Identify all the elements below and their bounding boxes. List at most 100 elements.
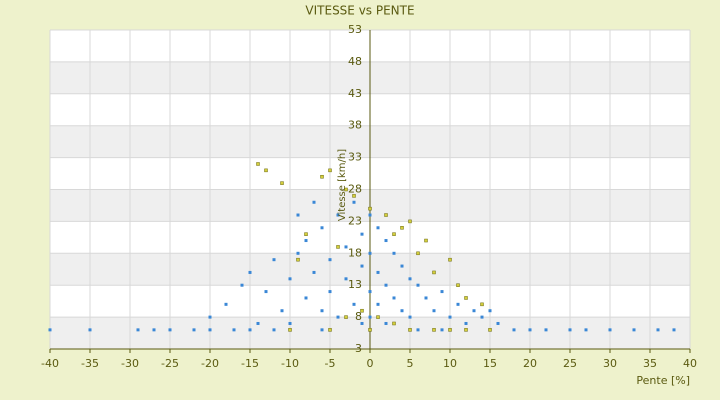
y-tick-label: 28: [348, 183, 362, 196]
scatter-point: [240, 283, 244, 287]
x-tick-label: -30: [121, 357, 139, 370]
x-tick-label: 5: [407, 357, 414, 370]
y-tick-label: 43: [348, 87, 362, 100]
scatter-point: [464, 296, 468, 300]
scatter-point: [456, 283, 460, 287]
scatter-point: [384, 239, 388, 243]
scatter-point: [496, 321, 500, 325]
scatter-point: [208, 328, 212, 332]
scatter-point: [344, 277, 348, 281]
scatter-point: [472, 309, 476, 313]
scatter-point: [336, 245, 340, 249]
scatter-point: [408, 315, 412, 319]
scatter-point: [368, 290, 372, 294]
scatter-point: [456, 302, 460, 306]
scatter-point: [568, 328, 572, 332]
scatter-point: [424, 238, 428, 243]
chart-title: VITESSE vs PENTE: [305, 4, 414, 18]
x-tick-label: 20: [523, 357, 537, 370]
scatter-point: [488, 309, 492, 313]
scatter-point: [400, 264, 404, 268]
scatter-point: [320, 309, 324, 313]
y-tick-label: 23: [348, 214, 362, 227]
scatter-point: [632, 328, 636, 332]
scatter-point: [392, 296, 396, 300]
x-tick-label: -5: [325, 357, 336, 370]
x-tick-label: 40: [683, 357, 697, 370]
scatter-point: [400, 226, 404, 230]
scatter-point: [480, 302, 484, 307]
scatter-point: [408, 219, 412, 224]
x-tick-label: -40: [41, 357, 59, 370]
scatter-point: [296, 251, 300, 255]
y-tick-label: 38: [348, 119, 362, 132]
scatter-point: [136, 328, 140, 332]
scatter-point: [384, 321, 388, 325]
y-tick-label: 53: [348, 23, 362, 36]
scatter-point: [464, 321, 468, 325]
scatter-point: [584, 328, 588, 332]
scatter-point: [328, 290, 332, 294]
scatter-point: [448, 315, 452, 319]
x-tick-label: -20: [201, 357, 219, 370]
scatter-point: [288, 328, 292, 332]
scatter-point: [296, 213, 300, 217]
scatter-point: [232, 328, 236, 332]
x-tick-label: -10: [281, 357, 299, 370]
scatter-point: [224, 302, 228, 306]
scatter-point: [304, 232, 308, 236]
scatter-point: [448, 328, 452, 332]
scatter-point: [312, 200, 316, 204]
scatter-point: [360, 264, 364, 268]
y-tick-label: 33: [348, 151, 362, 164]
scatter-point: [328, 168, 332, 173]
scatter-point: [344, 245, 348, 249]
scatter-point: [440, 328, 444, 332]
scatter-point: [416, 328, 420, 332]
scatter-point: [168, 328, 172, 332]
scatter-point: [360, 321, 364, 325]
scatter-point: [672, 328, 676, 332]
scatter-point: [336, 315, 340, 319]
scatter-point: [376, 226, 380, 230]
scatter-point: [344, 187, 348, 192]
x-tick-label: -15: [241, 357, 259, 370]
scatter-point: [288, 321, 292, 325]
scatter-point: [288, 277, 292, 281]
scatter-point: [336, 213, 340, 217]
scatter-point: [360, 308, 364, 313]
scatter-point: [488, 328, 492, 332]
scatter-point: [432, 328, 436, 332]
scatter-point: [608, 328, 612, 332]
scatter-point: [264, 290, 268, 294]
scatter-point: [368, 213, 372, 217]
scatter-point: [296, 257, 300, 262]
scatter-point: [304, 296, 308, 300]
x-tick-label: -25: [161, 357, 179, 370]
scatter-point: [400, 309, 404, 313]
scatter-point: [280, 181, 284, 185]
scatter-point: [424, 296, 428, 300]
scatter-point: [376, 302, 380, 306]
scatter-point: [408, 328, 412, 332]
x-tick-label: 25: [563, 357, 577, 370]
y-axis-title: Vitesse [km/h]: [337, 149, 348, 221]
scatter-point: [152, 328, 156, 332]
scatter-point: [272, 258, 276, 262]
scatter-point: [248, 270, 252, 274]
scatter-point: [352, 302, 356, 306]
scatter-point: [392, 232, 396, 236]
scatter-point: [376, 315, 380, 319]
scatter-point: [432, 270, 436, 275]
y-tick-label: 13: [348, 278, 362, 291]
scatter-point: [368, 251, 372, 255]
scatter-point: [88, 328, 92, 332]
x-tick-label: -35: [81, 357, 99, 370]
scatter-point: [280, 309, 284, 313]
scatter-point: [192, 328, 196, 332]
scatter-point: [376, 270, 380, 274]
scatter-point: [248, 328, 252, 332]
scatter-point: [352, 200, 356, 204]
y-tick-label: 8: [355, 310, 362, 323]
x-tick-label: 10: [443, 357, 457, 370]
